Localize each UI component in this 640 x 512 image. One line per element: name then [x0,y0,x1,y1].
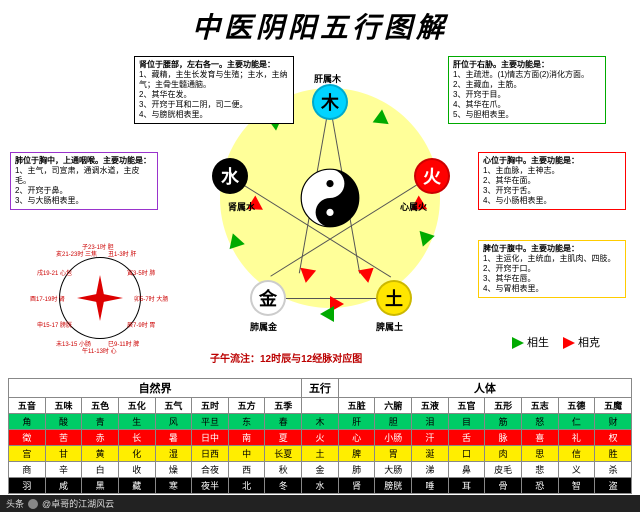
element-label-water: 肾属水 [228,200,255,213]
clock-label: 亥21-23时 三焦 [56,249,97,258]
clock-label: 辰7-9时 胃 [127,320,155,329]
element-earth: 土 [376,280,412,316]
col-header: 五液 [412,398,449,414]
col-header: 六腑 [375,398,412,414]
element-label-earth: 脾属土 [376,320,403,333]
clock-subtitle: 子午流注：12时辰与12经脉对应图 [210,350,362,365]
page-title: 中医阴阳五行图解 [0,0,640,48]
table-row: 羽咸黑藏寒夜半北冬水肾膀胱唾耳骨恐智盗 [9,478,632,494]
legend: 相生 相克 [512,334,600,350]
col-header: 五季 [265,398,302,414]
col-header: 五色 [82,398,119,414]
info-heart: 心位于胸中。主要功能是：1、主血脉，主神志。2、其华在面。3、开窍于舌。4、与小… [478,152,626,210]
col-header: 五脏 [338,398,375,414]
col-header: 五气 [155,398,192,414]
section-nature: 自然界 [9,379,302,398]
compass-icon [77,275,123,321]
table-row: 宫甘黄化湿日西中长夏土脾胃涎口肉思信胜 [9,446,632,462]
table-row: 徵苦赤长暑日中南夏火心小肠汗舌脉喜礼权 [9,430,632,446]
table-row: 商辛白收燥合夜西秋金肺大肠涕鼻皮毛悲义杀 [9,462,632,478]
info-lung: 肺位于胸中，上通咽喉。主要功能是：1、主气，司宣肃，通调水道，主皮毛。2、开窍于… [10,152,158,210]
col-header: 五方 [228,398,265,414]
footer-prefix: 头条 [6,497,24,510]
col-header: 五音 [9,398,46,414]
clock-label: 丑1-3时 肝 [108,249,136,258]
col-header: 五味 [45,398,82,414]
element-fire: 火 [414,158,450,194]
col-header: 五德 [558,398,595,414]
clock-label: 申15-17 膀胱 [37,320,72,329]
diagram: 木肝属木火心属火土脾属土 金肺属金 水肾属水 肾位于腰部，左右各一。主要功能是：1、… [0,48,640,368]
element-wood: 木 [312,84,348,120]
info-spleen: 脾位于腹中。主要功能是：1、主运化，主统血，主肌肉、四肢。2、开窍于口。3、其华… [478,240,626,298]
clock-label: 未13-15 小肠 [56,339,91,348]
table-row: 角酸青生风平旦东春木肝胆泪目筋怒仁财 [9,414,632,430]
ke-arrow-icon [358,268,376,285]
legend-sheng: 相生 [512,334,549,350]
sheng-arrow-icon [320,306,334,322]
meridian-clock: 子23-1时 胆丑1-3时 肝寅3-5时 肺卯5-7时 大肠辰7-9时 胃巳9-… [45,243,155,353]
info-liver: 肝位于右胁。主要功能是：1、主疏泄。(1)情志方面(2)消化方面。2、主藏血，主… [448,56,606,124]
legend-ke: 相克 [563,334,600,350]
element-label-fire: 心属火 [400,200,427,213]
footer-author: @卓哥的江湖风云 [42,497,114,510]
element-label-metal: 肺属金 [250,320,277,333]
section-wuxing: 五行 [302,379,339,398]
element-label-wood: 肝属木 [314,72,341,85]
taiji-icon [300,168,360,228]
ke-arrow-icon [298,268,316,285]
col-header: 五化 [118,398,155,414]
correspondence-table: 自然界五行人体五音五味五色五化五气五时五方五季 五脏六腑五液五官五形五志五德五魔角… [8,378,632,494]
footer: 头条 @卓哥的江湖风云 [0,495,640,512]
col-header: 五时 [192,398,229,414]
info-kidney: 肾位于腰部，左右各一。主要功能是：1、藏精，主生长发育与生殖；主水，主纳气；主骨… [134,56,294,124]
col-header [302,398,339,414]
clock-label: 酉17-19时 肾 [30,294,65,303]
clock-label: 卯5-7时 大肠 [134,294,168,303]
col-header: 五志 [521,398,558,414]
col-header: 五魔 [595,398,632,414]
clock-label: 寅3-5时 肺 [127,268,155,277]
col-header: 五官 [448,398,485,414]
avatar-icon [28,499,38,509]
col-header: 五形 [485,398,522,414]
section-body: 人体 [338,379,631,398]
element-metal: 金 [250,280,286,316]
element-water: 水 [212,158,248,194]
clock-label: 戌19-21 心包 [37,268,72,277]
